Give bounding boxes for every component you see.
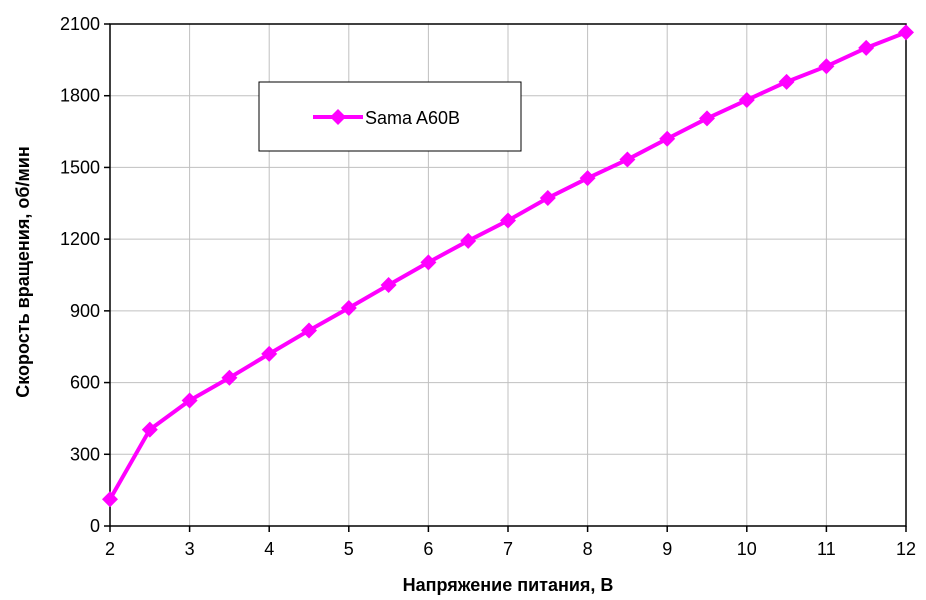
data-point-marker (420, 254, 437, 271)
legend: Sama A60B (258, 81, 522, 152)
y-tick-label: 2100 (60, 14, 100, 34)
x-tick-label: 12 (896, 539, 916, 559)
x-tick-label: 10 (737, 539, 757, 559)
x-tick-label: 7 (503, 539, 513, 559)
data-point-marker (858, 39, 875, 56)
data-point-marker (261, 345, 278, 362)
data-point-marker (380, 277, 397, 294)
data-point-marker (738, 92, 755, 109)
x-axis-ticks: 2 3 4 5 6 7 8 9 10 11 12 (105, 526, 916, 559)
data-point-marker (460, 232, 477, 249)
data-point-marker (340, 299, 357, 316)
x-tick-label: 2 (105, 539, 115, 559)
x-tick-label: 9 (662, 539, 672, 559)
data-point-marker (500, 212, 516, 229)
y-tick-label: 300 (70, 444, 100, 464)
data-point-marker (301, 322, 317, 339)
x-tick-label: 8 (583, 539, 593, 559)
grid (110, 24, 906, 526)
x-tick-label: 4 (264, 539, 274, 559)
y-tick-label: 600 (70, 373, 100, 393)
data-point-marker (818, 58, 835, 75)
y-axis-ticks: 0 300 600 900 1200 1500 1800 2100 (60, 14, 110, 536)
x-tick-label: 11 (817, 539, 836, 559)
y-axis-title: Скорость вращения, об/мин (13, 146, 33, 398)
y-tick-label: 1200 (60, 229, 100, 249)
legend-marker-swatch (330, 109, 346, 125)
x-tick-label: 5 (344, 539, 354, 559)
data-point-marker (699, 110, 715, 127)
data-point-marker (778, 73, 795, 90)
series-layer (102, 24, 914, 508)
data-point-marker (898, 24, 914, 41)
x-tick-label: 6 (423, 539, 433, 559)
data-point-marker (579, 170, 596, 187)
data-point-marker (619, 151, 636, 168)
legend-label: Sama A60B (365, 108, 460, 128)
data-point-marker (539, 190, 556, 207)
x-axis-title: Напряжение питания, В (403, 575, 614, 595)
data-point-marker (141, 421, 158, 438)
data-point-marker (102, 491, 118, 508)
y-tick-label: 0 (90, 516, 100, 536)
data-point-marker (221, 369, 238, 386)
y-tick-label: 1500 (60, 157, 100, 177)
y-tick-label: 900 (70, 301, 100, 321)
data-point-marker (659, 130, 676, 147)
x-tick-label: 3 (185, 539, 195, 559)
legend-box (258, 81, 522, 152)
y-tick-label: 1800 (60, 86, 100, 106)
data-point-marker (181, 392, 198, 409)
